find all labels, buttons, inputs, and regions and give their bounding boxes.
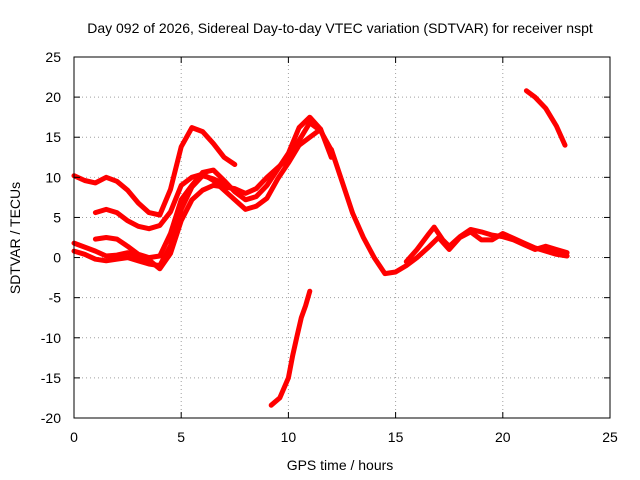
x-tick-label: 0 [70, 429, 78, 445]
y-tick-label: -15 [41, 370, 61, 386]
y-tick-label: 25 [45, 49, 61, 65]
y-tick-label: 15 [45, 129, 61, 145]
series-arc-rising [268, 288, 313, 408]
grid-layer [74, 57, 610, 418]
x-axis-label: GPS time / hours [287, 457, 394, 473]
y-axis-label: SDTVAR / TECUs [7, 182, 23, 294]
series-arc-base-early [71, 120, 334, 272]
plot-frame [73, 56, 611, 419]
y-tick-label: 0 [53, 250, 61, 266]
series-arc-base-flat [71, 173, 227, 269]
x-tick-label: 15 [388, 429, 404, 445]
y-tick-label: 20 [45, 89, 61, 105]
series-arc-end [523, 88, 568, 148]
y-tick-label: -10 [41, 330, 61, 346]
series-layer [71, 88, 570, 408]
chart-title: Day 092 of 2026, Sidereal Day-to-day VTE… [87, 20, 593, 36]
series-arc-descent [328, 146, 570, 277]
series-arc-late [403, 224, 570, 265]
axis-layer: 0 5 10 15 20 25 -20 -15 -10 -5 0 5 10 15 20 25 [41, 49, 618, 445]
x-tick-label: 20 [495, 429, 511, 445]
series-arc-upper-early [71, 125, 238, 218]
x-tick-label: 10 [281, 429, 297, 445]
y-tick-label: -20 [41, 410, 61, 426]
y-tick-label: 10 [45, 169, 61, 185]
y-tick-label: 5 [53, 209, 61, 225]
x-tick-label: 5 [177, 429, 185, 445]
y-tick-label: -5 [49, 290, 62, 306]
series-arc-lower-early [92, 114, 334, 261]
x-tick-label: 25 [602, 429, 618, 445]
